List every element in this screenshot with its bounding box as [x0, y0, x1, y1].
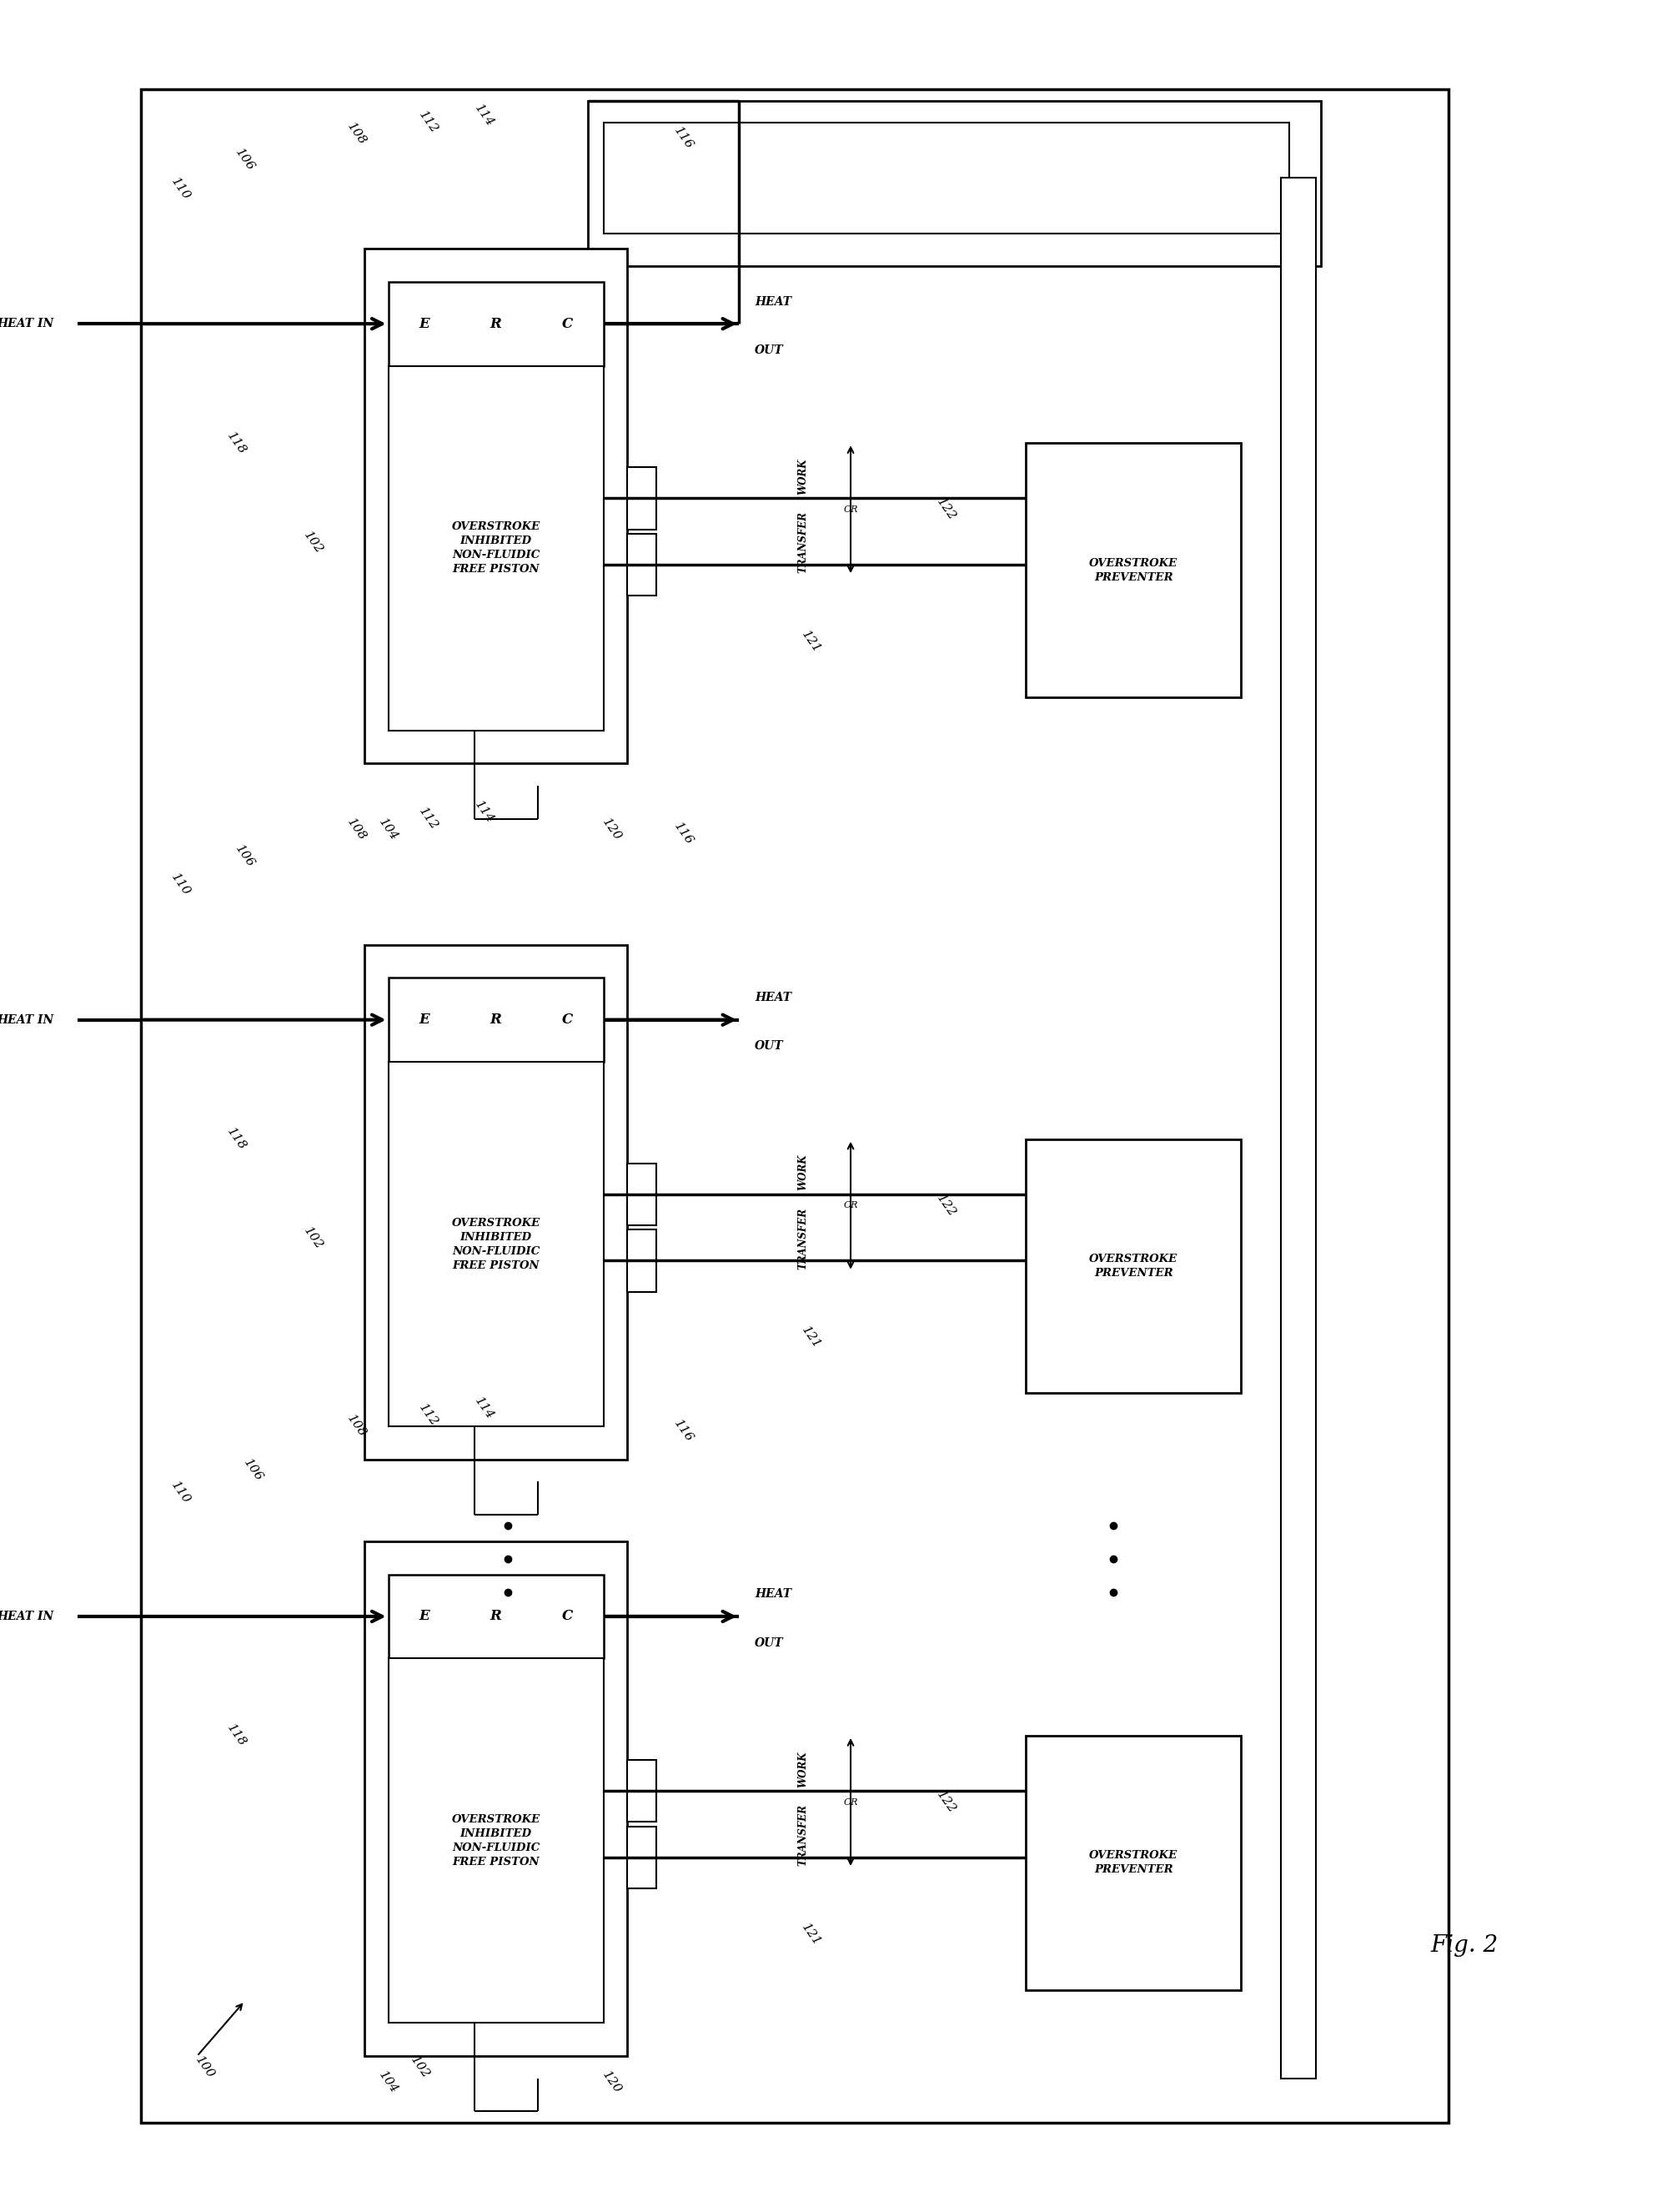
Bar	[627, 1164, 655, 1225]
Bar	[627, 1761, 655, 1823]
Text: 118: 118	[226, 429, 249, 456]
Text: 112: 112	[416, 805, 440, 832]
Text: R: R	[490, 1610, 502, 1624]
Text: 114: 114	[472, 799, 495, 825]
Text: 102: 102	[301, 1225, 324, 1252]
Text: 122: 122	[935, 495, 958, 522]
Text: OR: OR	[843, 1798, 858, 1807]
Text: 108: 108	[344, 1413, 368, 1440]
Text: 118: 118	[226, 1126, 249, 1152]
Text: E: E	[418, 316, 430, 332]
Text: 121: 121	[799, 1922, 823, 1949]
Bar	[627, 467, 655, 529]
Bar	[364, 1542, 627, 2057]
Text: HEAT: HEAT	[754, 1588, 791, 1599]
Text: 116: 116	[670, 1418, 694, 1444]
Bar	[364, 248, 627, 763]
Text: 112: 112	[416, 108, 440, 135]
Bar	[388, 281, 604, 365]
Bar	[1025, 1736, 1241, 1991]
Text: OUT: OUT	[754, 1637, 784, 1648]
Bar	[364, 945, 627, 1460]
Text: 114: 114	[472, 1396, 495, 1422]
Text: 118: 118	[226, 1723, 249, 1750]
Text: Fig. 2: Fig. 2	[1430, 1936, 1498, 1958]
Text: WORK: WORK	[798, 458, 808, 493]
Text: TRANSFER: TRANSFER	[798, 511, 808, 573]
Text: 122: 122	[935, 1192, 958, 1219]
Text: C: C	[562, 316, 573, 332]
Text: 116: 116	[670, 124, 694, 150]
Text: OVERSTROKE
INHIBITED
NON-FLUIDIC
FREE PISTON: OVERSTROKE INHIBITED NON-FLUIDIC FREE PI…	[451, 522, 540, 575]
Text: TRANSFER: TRANSFER	[798, 1208, 808, 1270]
Bar	[627, 533, 655, 595]
Text: 106: 106	[241, 1458, 264, 1484]
Text: OVERSTROKE
INHIBITED
NON-FLUIDIC
FREE PISTON: OVERSTROKE INHIBITED NON-FLUIDIC FREE PI…	[451, 1217, 540, 1272]
Text: 108: 108	[344, 816, 368, 843]
Bar	[388, 1575, 604, 1659]
Text: WORK: WORK	[798, 1750, 808, 1787]
Text: E: E	[418, 1013, 430, 1026]
Text: 106: 106	[232, 843, 256, 869]
Text: 110: 110	[169, 175, 192, 201]
Bar	[140, 88, 1448, 2124]
Text: 122: 122	[935, 1790, 958, 1816]
Bar	[1025, 1139, 1241, 1394]
Text: HEAT IN: HEAT IN	[0, 1610, 54, 1621]
Text: OUT: OUT	[754, 345, 784, 356]
Text: HEAT: HEAT	[754, 991, 791, 1004]
Text: R: R	[490, 316, 502, 332]
Text: HEAT IN: HEAT IN	[0, 319, 54, 330]
Bar	[388, 1659, 604, 2024]
Text: C: C	[562, 1610, 573, 1624]
Text: R: R	[490, 1013, 502, 1026]
Text: 108: 108	[344, 119, 368, 146]
Bar	[388, 1062, 604, 1427]
Text: 102: 102	[408, 2055, 431, 2081]
Text: OVERSTROKE
INHIBITED
NON-FLUIDIC
FREE PISTON: OVERSTROKE INHIBITED NON-FLUIDIC FREE PI…	[451, 1814, 540, 1867]
Bar	[1281, 177, 1316, 2079]
Text: 100: 100	[192, 2055, 217, 2081]
Text: 121: 121	[799, 628, 823, 655]
Text: 110: 110	[169, 1480, 192, 1506]
Text: OVERSTROKE
PREVENTER: OVERSTROKE PREVENTER	[1088, 1254, 1177, 1279]
Text: 104: 104	[376, 816, 400, 843]
Text: 121: 121	[799, 1325, 823, 1352]
Text: HEAT IN: HEAT IN	[0, 1013, 54, 1026]
Text: 112: 112	[416, 1402, 440, 1429]
Text: E: E	[418, 1610, 430, 1624]
Text: 114: 114	[472, 102, 495, 131]
Bar	[1025, 442, 1241, 697]
Bar	[604, 122, 1289, 232]
Bar	[388, 365, 604, 730]
Text: OVERSTROKE
PREVENTER: OVERSTROKE PREVENTER	[1088, 557, 1177, 582]
Text: 110: 110	[169, 872, 192, 898]
Text: WORK: WORK	[798, 1155, 808, 1190]
Text: OVERSTROKE
PREVENTER: OVERSTROKE PREVENTER	[1088, 1849, 1177, 1876]
Text: 104: 104	[376, 2070, 400, 2097]
Bar	[627, 1827, 655, 1889]
Text: OUT: OUT	[754, 1040, 784, 1053]
Text: 102: 102	[301, 529, 324, 555]
Text: OR: OR	[843, 1201, 858, 1210]
Text: TRANSFER: TRANSFER	[798, 1805, 808, 1867]
Text: 120: 120	[600, 2070, 624, 2097]
Text: 106: 106	[232, 146, 256, 173]
Bar	[587, 100, 1321, 265]
Bar	[627, 1230, 655, 1292]
Bar	[388, 978, 604, 1062]
Text: HEAT: HEAT	[754, 296, 791, 307]
Text: 116: 116	[670, 821, 694, 847]
Text: C: C	[562, 1013, 573, 1026]
Text: 120: 120	[600, 816, 624, 843]
Text: OR: OR	[843, 504, 858, 513]
